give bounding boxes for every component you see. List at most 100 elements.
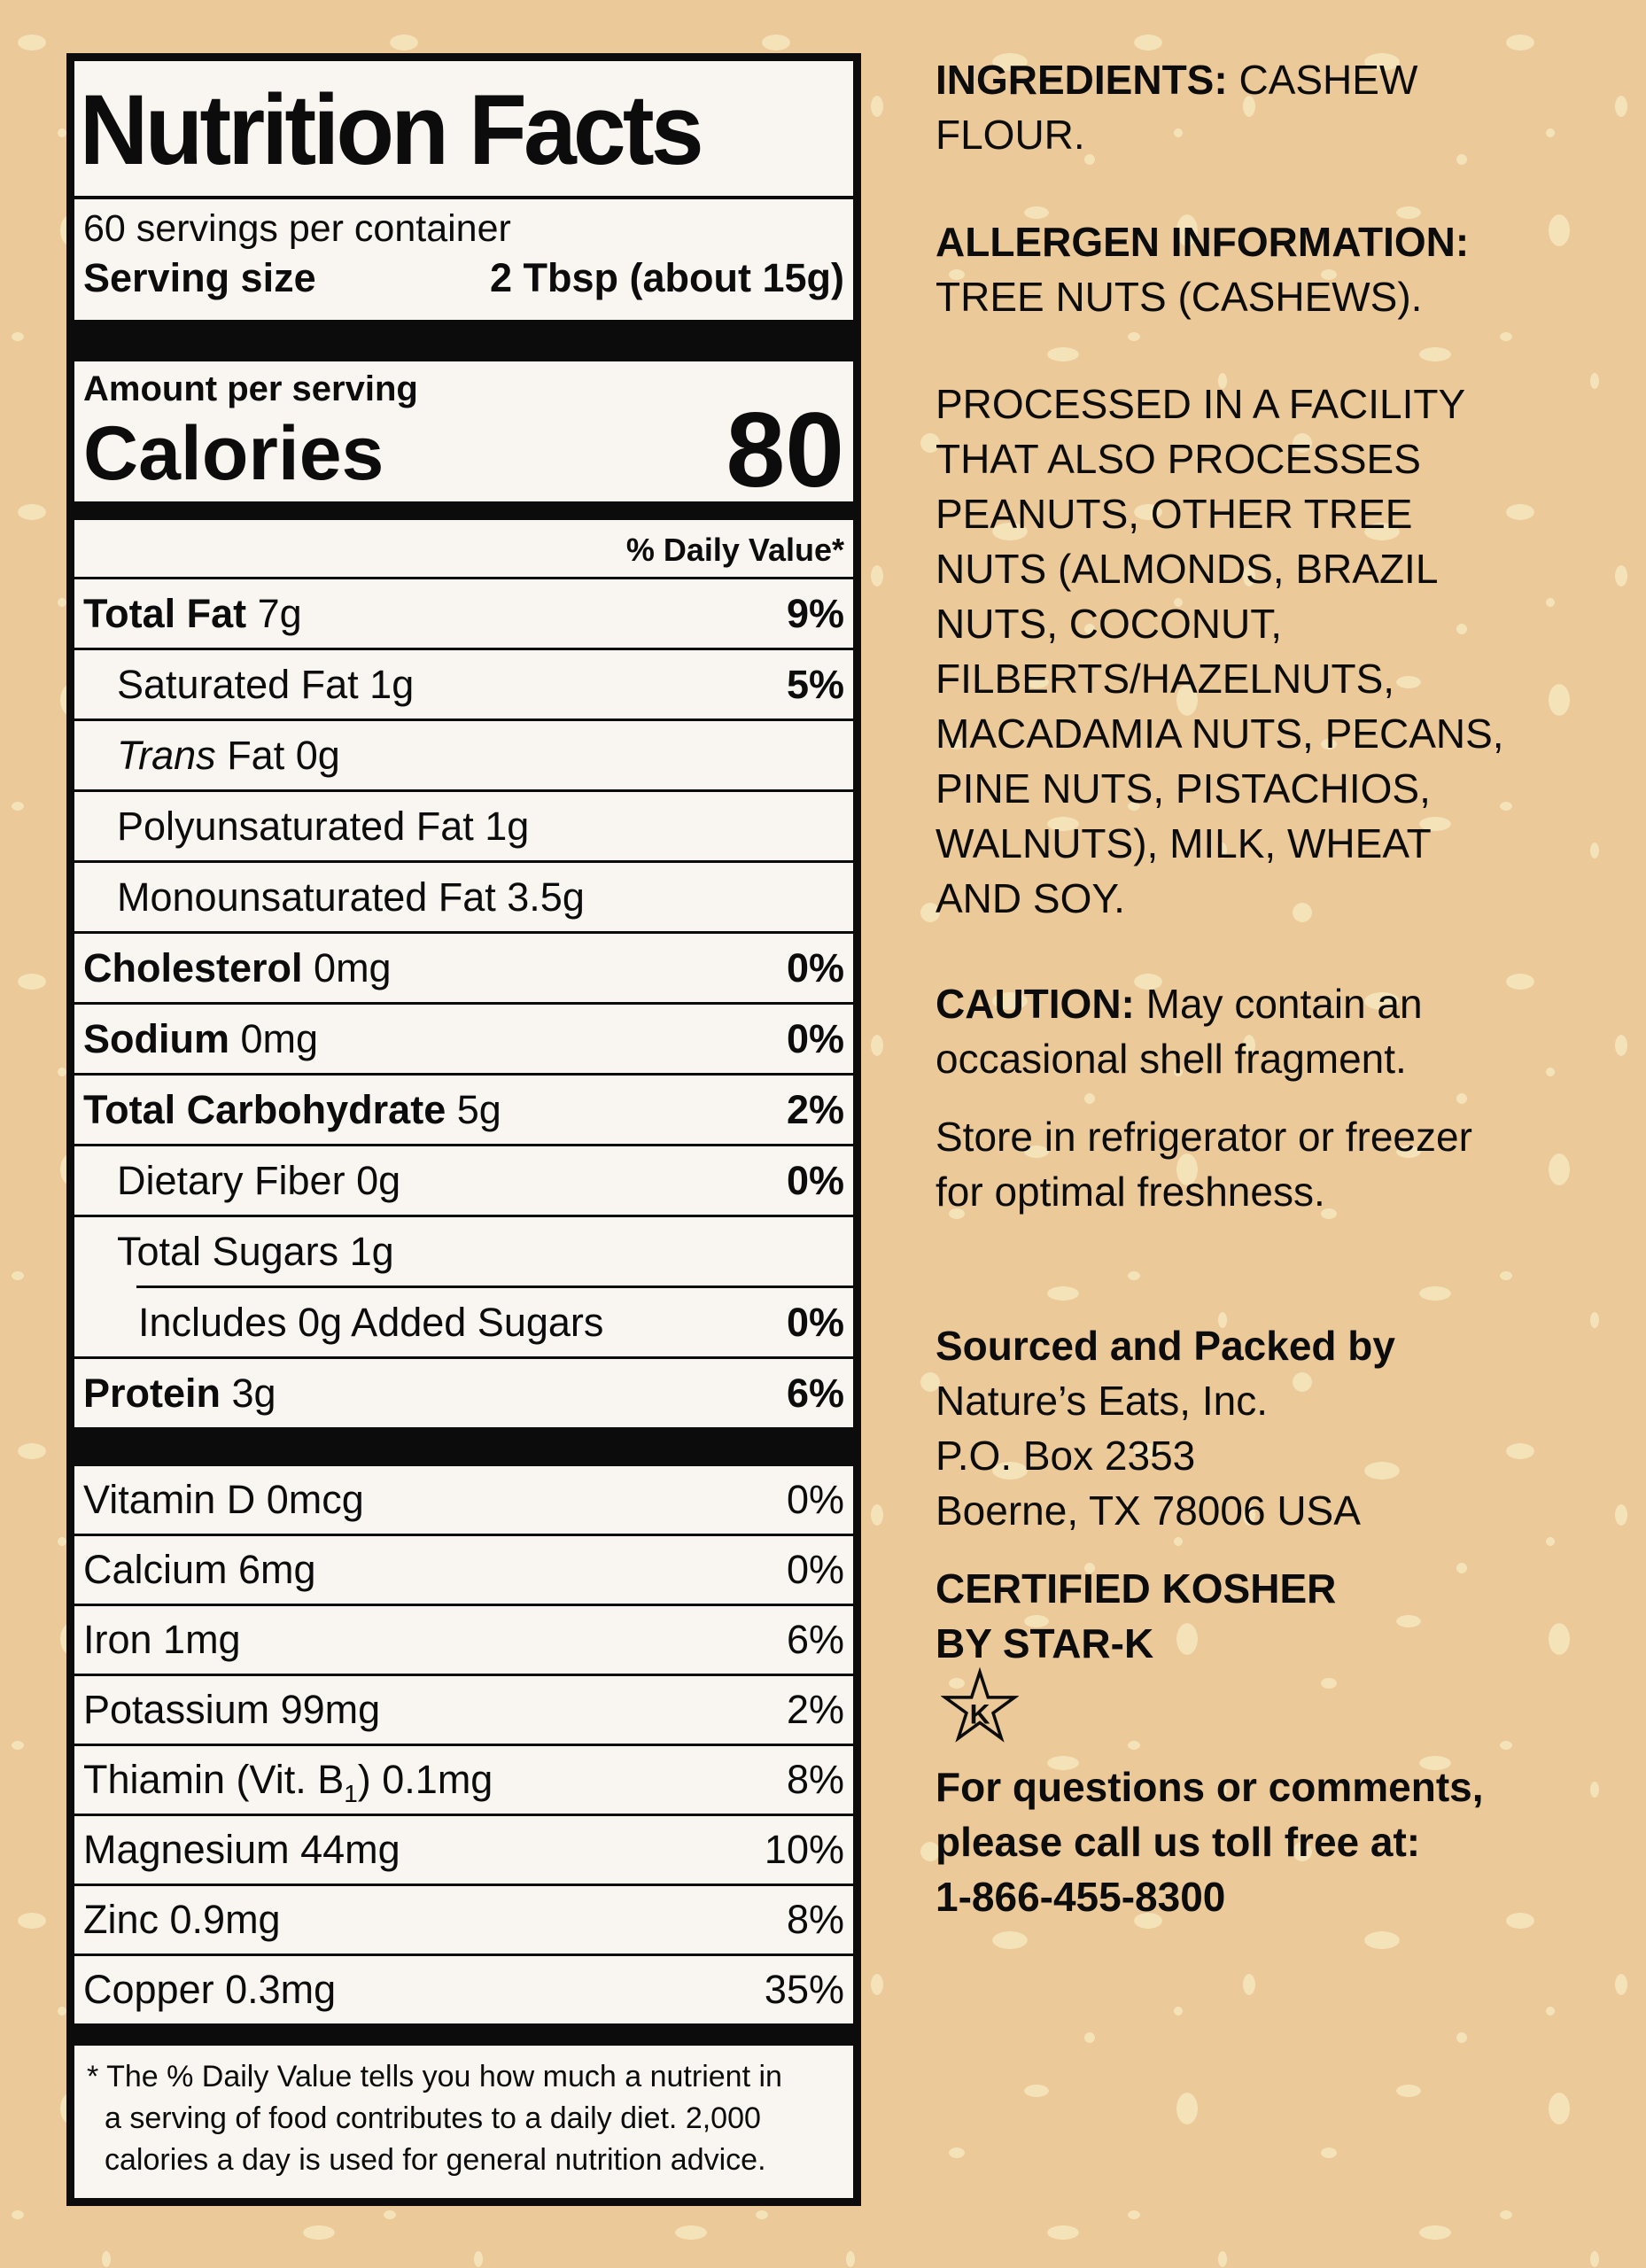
row-daily-value: 0%	[786, 1547, 844, 1592]
table-row: Thiamin (Vit. B1) 0.1mg 8%	[74, 1746, 853, 1816]
calories-label: Calories	[83, 411, 384, 496]
text-segment: Sourced and Packed by	[936, 1323, 1395, 1369]
text-segment: 1	[344, 1780, 358, 1807]
text-segment: 1-866-455-8300	[936, 1874, 1226, 1920]
star-k-icon: K	[941, 1666, 1019, 1743]
text-segment: 3g	[221, 1370, 276, 1416]
text-segment: WALNUTS), MILK, WHEAT	[936, 820, 1432, 866]
text-line: WALNUTS), MILK, WHEAT	[936, 816, 1504, 871]
footnote-line: * The % Daily Value tells you how much a…	[87, 2060, 782, 2093]
text-line: MACADAMIA NUTS, PECANS,	[936, 706, 1504, 761]
text-segment: PINE NUTS, PISTACHIOS,	[936, 765, 1431, 812]
row-name: Thiamin (Vit. B1) 0.1mg	[83, 1757, 493, 1806]
text-segment: occasional shell fragment.	[936, 1036, 1407, 1082]
divider-bar-thick	[74, 1427, 853, 1466]
text-segment: Trans	[117, 732, 216, 778]
text-segment: Zinc 0.9mg	[83, 1897, 281, 1942]
text-line: PEANUTS, OTHER TREE	[936, 486, 1504, 541]
row-daily-value: 8%	[786, 1897, 844, 1942]
table-row: Copper 0.3mg 35%	[74, 1956, 853, 2023]
table-row: Total Fat 7g 9%	[74, 579, 853, 650]
text-segment: For questions or comments,	[936, 1764, 1484, 1810]
row-daily-value: 6%	[786, 1617, 844, 1662]
row-daily-value: 10%	[764, 1827, 844, 1872]
row-daily-value: 2%	[786, 1687, 844, 1732]
table-row: Potassium 99mg 2%	[74, 1676, 853, 1746]
text-line: 1-866-455-8300	[936, 1869, 1484, 1924]
text-segment: FILBERTS/HAZELNUTS,	[936, 656, 1395, 702]
text-segment: CAUTION:	[936, 981, 1135, 1027]
caution-section: CAUTION: May contain an occasional shell …	[936, 976, 1423, 1086]
text-segment: BY STAR-K	[936, 1620, 1154, 1666]
table-row: Magnesium 44mg 10%	[74, 1816, 853, 1886]
text-segment: CERTIFIED KOSHER	[936, 1565, 1337, 1612]
row-daily-value: 0%	[786, 1299, 844, 1345]
row-name: Potassium 99mg	[83, 1687, 380, 1733]
row-name: Total Fat 7g	[83, 591, 302, 637]
text-segment: INGREDIENTS:	[936, 57, 1228, 103]
text-line: CERTIFIED KOSHER	[936, 1561, 1336, 1616]
text-segment: PROCESSED IN A FACILITY	[936, 381, 1466, 427]
text-line: PROCESSED IN A FACILITY	[936, 377, 1504, 431]
row-name: Calcium 6mg	[83, 1547, 316, 1593]
text-line: TREE NUTS (CASHEWS).	[936, 269, 1469, 324]
table-row: Saturated Fat 1g 5%	[74, 650, 853, 721]
row-daily-value: 2%	[786, 1086, 844, 1132]
text-segment: FLOUR.	[936, 112, 1085, 158]
text-segment: ALLERGEN INFORMATION:	[936, 219, 1470, 265]
divider-bar-thick	[74, 320, 853, 361]
text-segment: THAT ALSO PROCESSES	[936, 436, 1421, 482]
info-column: K INGREDIENTS: CASHEW FLOUR. ALLERGEN INFO…	[936, 0, 1627, 2268]
footnote-line: calories a day is used for general nutri…	[105, 2143, 766, 2177]
table-row: Zinc 0.9mg 8%	[74, 1886, 853, 1956]
text-line: FILBERTS/HAZELNUTS,	[936, 651, 1504, 706]
text-segment: Fat 0g	[215, 732, 340, 778]
text-line: Store in refrigerator or freezer	[936, 1109, 1472, 1164]
row-name: Zinc 0.9mg	[83, 1897, 281, 1943]
text-segment: 7g	[246, 590, 302, 636]
text-segment: Saturated Fat 1g	[117, 661, 415, 707]
amount-per-serving-label: Amount per serving	[83, 369, 418, 408]
text-segment: PEANUTS, OTHER TREE	[936, 491, 1413, 537]
row-name: Trans Fat 0g	[83, 733, 340, 779]
text-line: THAT ALSO PROCESSES	[936, 431, 1504, 486]
serving-size-row: Serving size 2 Tbsp (about 15g)	[74, 251, 853, 306]
text-line: For questions or comments,	[936, 1759, 1484, 1814]
text-segment: Total Sugars 1g	[117, 1228, 394, 1274]
row-name: Saturated Fat 1g	[83, 662, 414, 708]
text-segment: P.O. Box 2353	[936, 1433, 1196, 1479]
text-line: please call us toll free at:	[936, 1814, 1484, 1869]
text-segment: 0mg	[302, 944, 392, 990]
row-name: Total Carbohydrate 5g	[83, 1087, 501, 1133]
row-name: Magnesium 44mg	[83, 1827, 400, 1873]
text-segment: please call us toll free at:	[936, 1819, 1421, 1865]
text-line: FLOUR.	[936, 107, 1417, 162]
star-k-letter: K	[970, 1697, 990, 1729]
table-row: Total Sugars 1g	[74, 1217, 853, 1285]
text-segment: Dietary Fiber 0g	[117, 1157, 401, 1203]
text-line: AND SOY.	[936, 871, 1504, 926]
text-line: occasional shell fragment.	[936, 1031, 1423, 1086]
text-segment: 0mg	[229, 1015, 319, 1061]
ingredients-section: INGREDIENTS: CASHEW FLOUR.	[936, 52, 1417, 162]
table-row: Polyunsaturated Fat 1g	[74, 792, 853, 863]
text-segment: 5g	[446, 1086, 501, 1132]
text-segment: NUTS (ALMONDS, BRAZIL	[936, 546, 1439, 592]
calories-row: Calories 80	[74, 397, 853, 503]
text-line: ALLERGEN INFORMATION:	[936, 214, 1469, 269]
row-daily-value: 0%	[786, 944, 844, 990]
text-segment: Vitamin D 0mcg	[83, 1477, 364, 1522]
table-row: Includes 0g Added Sugars 0%	[74, 1288, 853, 1359]
text-segment: MACADAMIA NUTS, PECANS,	[936, 711, 1504, 757]
divider-bar-medium	[74, 501, 853, 520]
text-line: CAUTION: May contain an	[936, 976, 1423, 1031]
text-segment: Includes 0g Added Sugars	[138, 1299, 604, 1345]
allergen-section: ALLERGEN INFORMATION: TREE NUTS (CASHEWS)…	[936, 214, 1469, 324]
text-segment: Monounsaturated Fat 3.5g	[117, 874, 585, 920]
table-row: Monounsaturated Fat 3.5g	[74, 863, 853, 934]
text-segment: Nature’s Eats, Inc.	[936, 1378, 1268, 1424]
text-segment: Total Carbohydrate	[83, 1086, 446, 1132]
text-segment: CASHEW	[1227, 57, 1418, 103]
text-segment: AND SOY.	[936, 875, 1125, 921]
